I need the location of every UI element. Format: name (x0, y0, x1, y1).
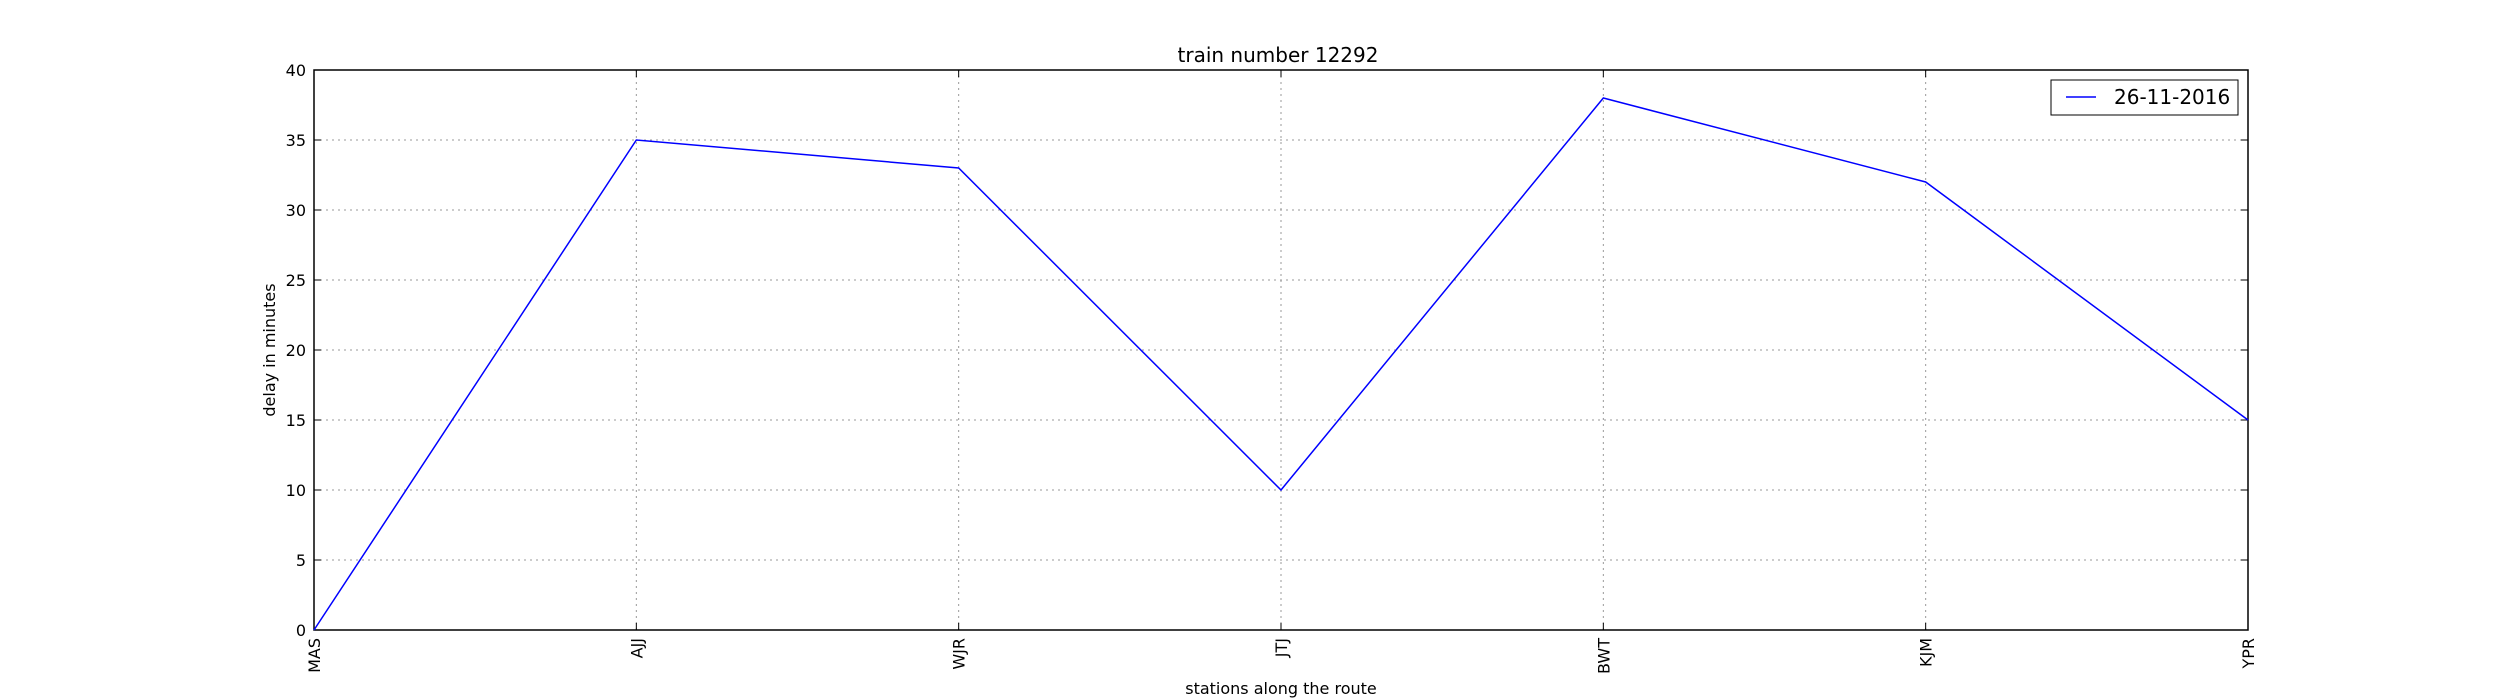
y-tick-label: 5 (296, 551, 306, 570)
y-tick-label: 40 (286, 61, 306, 80)
y-axis-label: delay in minutes (260, 283, 279, 416)
legend: 26-11-2016 (2050, 79, 2239, 116)
chart-title: train number 12292 (1178, 43, 1379, 67)
y-tick-label: 35 (286, 131, 306, 150)
grid (313, 69, 2249, 631)
y-tick-label: 15 (286, 411, 306, 430)
y-tick-label: 25 (286, 271, 306, 290)
y-tick-label: 30 (286, 201, 306, 220)
series-line (313, 97, 2249, 631)
x-tick-label: MAS (305, 638, 324, 673)
y-tick-label: 20 (286, 341, 306, 360)
x-axis-label: stations along the route (1185, 679, 1377, 698)
x-tick-label: YPR (2239, 638, 2258, 670)
series-layer (313, 97, 2249, 631)
y-tick-label: 0 (296, 621, 306, 640)
legend-label: 26-11-2016 (2114, 85, 2230, 109)
y-tick-label: 10 (286, 481, 306, 500)
x-tick-label: BWT (1594, 638, 1613, 674)
x-tick-label: JTJ (1272, 638, 1291, 658)
x-tick-label: KJM (1917, 638, 1936, 667)
x-tick-label: AJJ (627, 638, 646, 658)
x-axis: MAS AJJ WJR JTJ BWT KJM YPR (305, 70, 2258, 674)
y-axis: 0 5 10 15 20 25 30 35 40 (286, 61, 2248, 640)
x-tick-label: WJR (950, 638, 969, 670)
